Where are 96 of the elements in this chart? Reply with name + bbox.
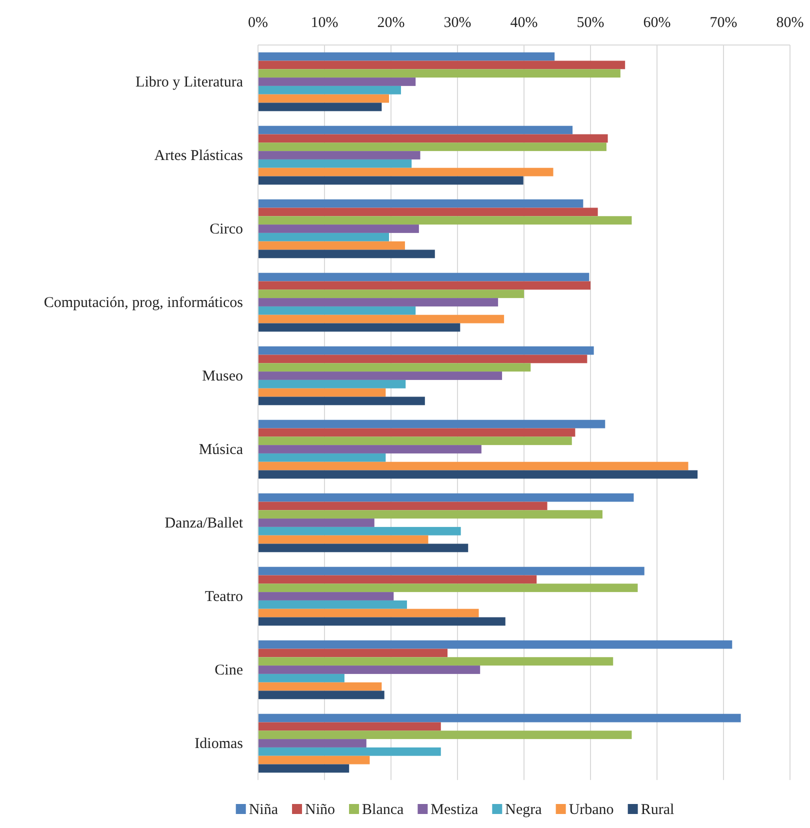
legend-label: Rural — [640, 802, 674, 818]
bar — [258, 298, 498, 306]
bar — [258, 730, 632, 740]
bar — [258, 453, 386, 462]
bar — [258, 354, 588, 364]
bar — [258, 428, 576, 437]
bar — [258, 134, 608, 143]
bar — [258, 388, 386, 397]
bar — [258, 396, 425, 406]
x-tick-label: 30% — [444, 15, 472, 31]
bar — [258, 199, 584, 208]
bar — [258, 714, 741, 722]
y-tick-label: Computación, prog, informáticos — [44, 295, 244, 312]
bar — [258, 60, 626, 70]
legend-label: Urbano — [568, 802, 614, 818]
legend-label: Negra — [505, 802, 542, 818]
bar — [258, 420, 606, 428]
bar — [258, 306, 416, 315]
bar — [258, 290, 524, 298]
bar — [258, 756, 370, 764]
bar — [258, 346, 594, 355]
bar — [258, 566, 644, 576]
bar — [258, 747, 441, 756]
x-tick-label: 50% — [576, 15, 604, 31]
bar — [258, 462, 688, 470]
bar — [258, 764, 350, 773]
bar — [258, 281, 590, 290]
bar — [258, 575, 537, 584]
bar — [258, 52, 555, 61]
x-tick-label: 20% — [377, 15, 405, 31]
bar — [258, 314, 504, 324]
x-tick-label: 70% — [710, 15, 738, 31]
bar — [258, 78, 416, 86]
x-tick-label: 80% — [776, 15, 804, 31]
y-tick-label: Música — [198, 442, 244, 458]
x-tick-label: 10% — [310, 15, 338, 31]
y-tick-label: Danza/Ballet — [164, 516, 244, 532]
bar — [258, 648, 448, 658]
legend-label: Niño — [305, 802, 336, 818]
bar — [258, 436, 572, 446]
bar — [258, 535, 428, 544]
bar — [258, 241, 405, 250]
legend-label: Mestiza — [430, 802, 479, 818]
bar — [258, 584, 638, 592]
bar — [258, 617, 506, 626]
bar — [258, 323, 460, 332]
legend-label: Niña — [248, 802, 278, 818]
y-tick-label: Libro y Literatura — [136, 74, 244, 91]
y-tick-label: Cine — [214, 662, 244, 679]
x-tick-label: 60% — [643, 15, 671, 31]
bar — [258, 176, 524, 185]
bar — [258, 363, 531, 372]
x-tick-label: 40% — [510, 15, 538, 31]
bar — [258, 722, 441, 731]
y-tick-label: Museo — [202, 368, 243, 385]
bar — [258, 224, 419, 233]
bar — [258, 544, 468, 552]
bar — [258, 592, 394, 600]
bar — [258, 94, 390, 103]
bar — [258, 159, 412, 168]
bar — [258, 608, 479, 618]
bar — [258, 518, 374, 527]
bar — [258, 690, 384, 700]
bar — [258, 168, 554, 176]
bar — [258, 142, 606, 152]
bar — [258, 151, 420, 160]
y-tick-label: Artes Plásticas — [154, 148, 244, 164]
bar — [258, 208, 598, 216]
bar — [258, 600, 407, 609]
bar — [258, 739, 366, 748]
bar — [258, 510, 602, 519]
bar — [258, 69, 620, 78]
bar — [258, 86, 401, 94]
legend-label: Blanca — [362, 802, 404, 818]
bar — [258, 470, 698, 479]
bar — [258, 216, 632, 225]
bar — [258, 682, 382, 691]
bar — [258, 674, 344, 682]
bar — [258, 126, 573, 134]
bar — [258, 445, 482, 454]
bar — [258, 250, 435, 258]
bar — [258, 372, 502, 380]
bar — [258, 102, 382, 112]
y-tick-label: Circo — [210, 222, 243, 238]
bar — [258, 272, 590, 282]
y-tick-label: Idiomas — [194, 736, 244, 752]
bar — [258, 526, 461, 536]
bar — [258, 502, 548, 510]
bar — [258, 380, 406, 388]
y-tick-label: Teatro — [204, 589, 243, 606]
bar — [258, 640, 732, 649]
x-tick-label: 0% — [248, 15, 268, 31]
bar — [258, 232, 390, 242]
bar — [258, 666, 480, 674]
bar — [258, 493, 634, 502]
bar — [258, 657, 614, 666]
